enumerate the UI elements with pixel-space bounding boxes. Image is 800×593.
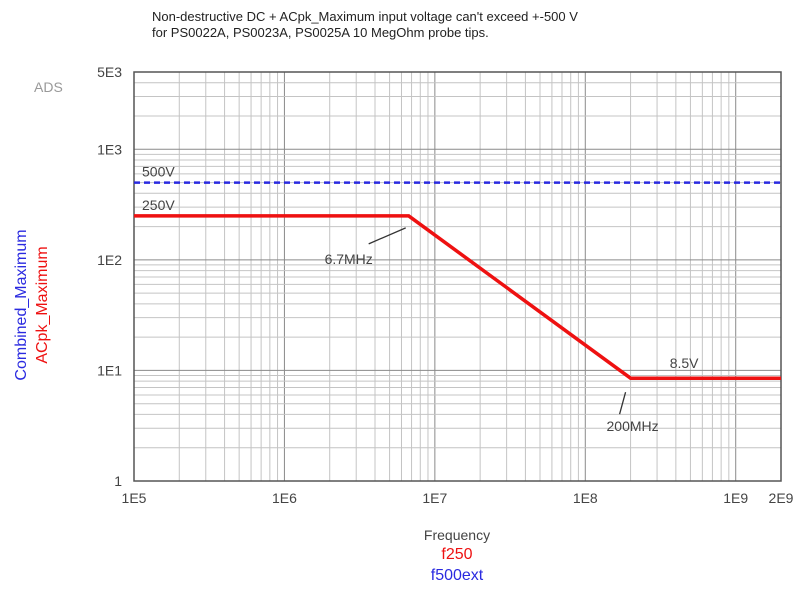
x-tick-label: 1E9 — [723, 490, 748, 506]
y-series-label-acpk-maximum: ACpk_Maximum — [34, 246, 51, 363]
annotation-pointer — [618, 392, 627, 415]
x-series-label-f250: f250 — [441, 546, 472, 563]
grid — [133, 71, 782, 482]
x-series-label-f500ext: f500ext — [431, 567, 484, 584]
series-layer — [134, 181, 781, 380]
annotation-pointer — [368, 227, 406, 245]
x-tick-label: 1E8 — [573, 490, 598, 506]
x-tick-label: 1E5 — [122, 490, 147, 506]
y-series-label-combined-maximum: Combined_Maximum — [13, 229, 30, 380]
series-line-1 — [134, 214, 781, 380]
y-tick-label: 1E2 — [97, 252, 122, 268]
annotation-label: 8.5V — [670, 355, 699, 371]
tick-labels: 1E5 1E6 1E7 1E8 1E9 2E9 1 1E1 1E2 1E3 5E3 — [97, 64, 794, 506]
annotation-label: 200MHz — [607, 418, 659, 434]
chart-title-line2: for PS0022A, PS0023A, PS0025A 10 MegOhm … — [152, 25, 489, 40]
corner-label: ADS — [34, 79, 63, 95]
annotation-label: 250V — [142, 197, 175, 213]
annotations: 500V 250V 6.7MHz 200MHz 8.5V — [142, 164, 699, 435]
chart-title-line1: Non-destructive DC + ACpk_Maximum input … — [152, 9, 578, 24]
x-tick-label: 1E7 — [422, 490, 447, 506]
x-tick-label: 1E6 — [272, 490, 297, 506]
annotation-label: 500V — [142, 164, 175, 180]
y-tick-label: 1 — [114, 473, 122, 489]
x-axis-label: Frequency — [424, 527, 490, 543]
annotation-label: 6.7MHz — [325, 251, 373, 267]
plot-frame — [133, 71, 782, 482]
y-tick-label: 5E3 — [97, 64, 122, 80]
x-tick-label: 2E9 — [769, 490, 794, 506]
y-tick-label: 1E3 — [97, 141, 122, 157]
y-tick-label: 1E1 — [97, 362, 122, 378]
